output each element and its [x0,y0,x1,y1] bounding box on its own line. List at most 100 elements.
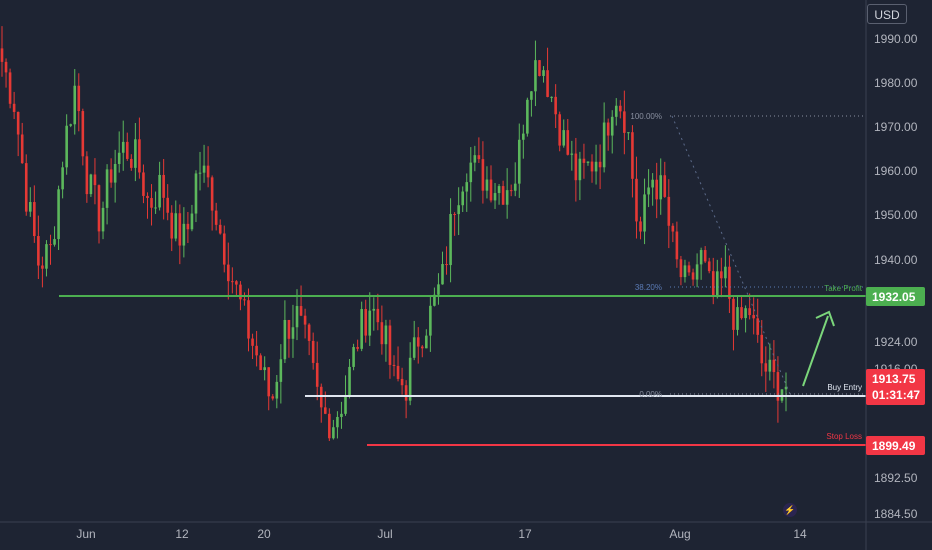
candle-body [251,338,254,346]
candle-body [392,364,396,366]
y-tick-label: 1892.50 [874,471,918,485]
y-tick-label: 1940.00 [874,253,918,267]
candle-body [784,386,788,390]
candle-body [469,162,473,183]
candle-body [433,294,436,306]
candle-body [711,271,715,297]
projection-arrow [802,315,829,387]
fib-label: 0.00% [639,390,662,399]
candle-body [247,300,250,339]
candle-body [578,158,582,181]
candle-body [142,172,145,196]
candle-body [760,334,764,364]
y-tick-label: 1884.50 [874,507,918,521]
candle-body [81,111,85,157]
candle-body [772,359,776,373]
candle-body [190,213,194,230]
x-tick-label: 17 [518,527,532,541]
currency-button[interactable]: USD [867,4,907,24]
candle-body [667,196,671,226]
candle-body [437,284,440,295]
x-tick-label: 12 [175,527,189,541]
candle-body [291,327,295,339]
candle-body [121,141,125,153]
candle-body [24,163,28,212]
lightning-icon[interactable]: ⚡ [783,503,797,517]
candle-body [550,96,553,98]
x-tick-label: Jun [76,527,95,541]
stop-loss-tag-text: 1899.49 [872,439,916,453]
current-price-tag-text: 01:31:47 [872,388,920,402]
candle-body [538,60,541,76]
candle-body [546,70,549,97]
candle-body [728,266,731,299]
candle-body [457,205,460,215]
candle-body [655,179,658,200]
candle-body [554,96,557,115]
candle-body [33,202,36,237]
candle-body [671,225,675,232]
candle-body [675,231,679,260]
x-tick-label: Aug [669,527,690,541]
candle-body [445,264,448,266]
candle-body [631,132,634,179]
candle-body [303,315,307,325]
fib-label: 100.00% [630,112,662,121]
candle-body [158,174,161,208]
candle-body [352,347,355,367]
x-axis: Jun 12 20 Jul 17 Aug 14 [76,527,807,541]
candle-body [404,385,408,401]
candle-body [275,381,279,399]
candle-body [340,413,343,417]
candle-body [590,161,594,172]
candle-body [643,194,646,232]
buy-entry-label: Buy Entry [827,383,862,392]
candle-body [505,190,509,205]
candle-body [429,305,432,336]
candle-body [364,309,368,336]
candle-body [227,264,230,282]
y-tick-label: 1970.00 [874,120,918,134]
candle-body [610,116,614,136]
candle-body [93,174,97,186]
candle-body [489,179,493,201]
candle-body [570,153,574,155]
candle-body [695,264,699,280]
candle-body [243,299,246,301]
candle-body [97,185,101,232]
candle-body [639,221,642,232]
candle-body [461,191,465,206]
candle-body [453,214,456,216]
candle-body [566,130,570,155]
candle-body [239,284,242,300]
candle-body [130,158,133,168]
candle-body [328,413,331,439]
stop-loss-tag [866,436,925,455]
candle-body [748,308,751,316]
candle-body [493,193,497,201]
candle-body [627,132,630,134]
candle-body [416,337,420,347]
take-profit-tag [866,287,925,306]
candle-body [20,134,24,164]
x-tick-label: 14 [793,527,807,541]
candle-body [323,407,327,414]
candle-body [287,319,291,339]
candle-body [412,337,416,358]
candle-body [299,306,303,316]
candle-body [49,244,52,246]
candle-body [513,183,517,191]
candle-body [218,224,222,234]
candle-body [534,60,537,92]
candle-body [764,363,768,372]
candle-body [61,167,64,190]
candle-body [420,346,424,349]
candle-body [497,186,501,194]
candle-body [477,155,481,160]
candle-body [586,161,590,163]
candle-body [12,103,16,112]
candle-body [740,307,743,319]
x-tick-label: 20 [257,527,271,541]
